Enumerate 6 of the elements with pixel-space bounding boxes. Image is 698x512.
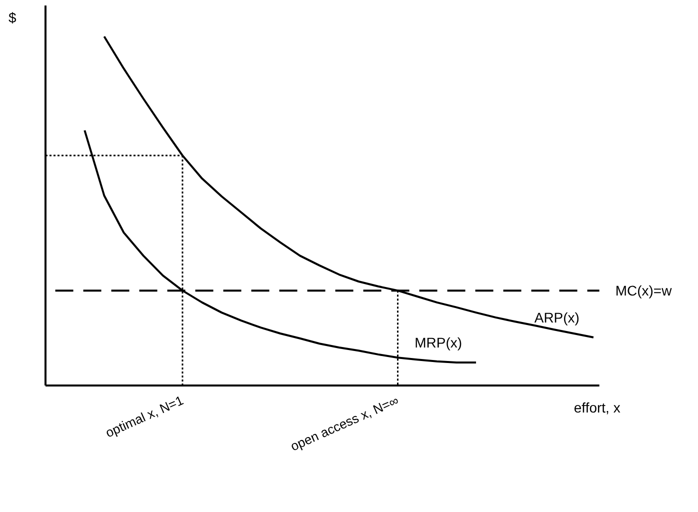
y-axis-title: $ [8,10,16,26]
x-axis-title: effort, x [574,400,620,416]
series-label: MRP(x) [414,334,462,350]
x-tick-label: open access x, N=∞ [288,392,401,454]
series-label: ARP(x) [534,309,580,326]
ref-line-label: MC(x)=w [615,282,673,299]
